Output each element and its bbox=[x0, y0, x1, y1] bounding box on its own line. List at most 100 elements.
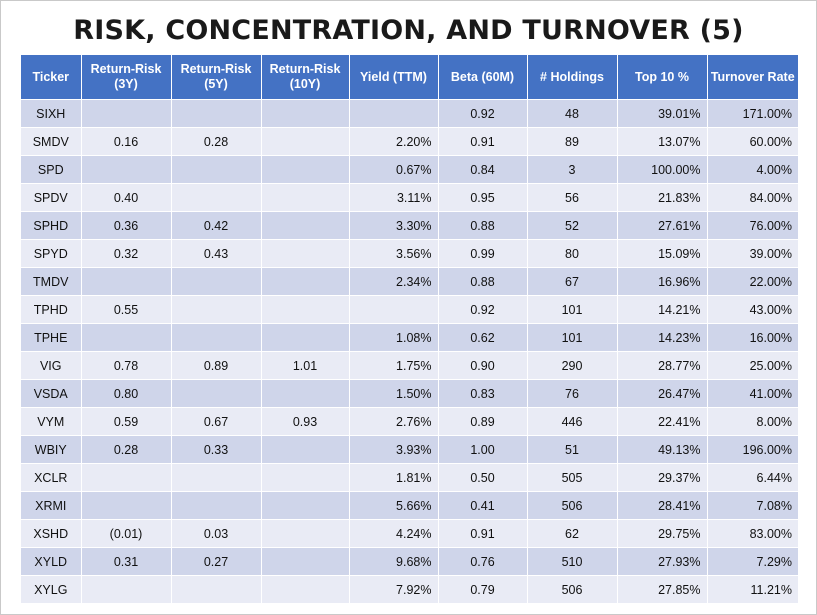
cell-turnover: 196.00% bbox=[707, 435, 798, 464]
cell-ticker: SPHD bbox=[21, 211, 82, 240]
cell-top10: 39.01% bbox=[617, 99, 708, 128]
cell-top10: 26.47% bbox=[617, 379, 708, 408]
header-holdings-label: # Holdings bbox=[540, 69, 604, 84]
cell-top10: 16.96% bbox=[617, 267, 708, 296]
cell-top10: 22.41% bbox=[617, 407, 708, 436]
cell-turnover: 6.44% bbox=[707, 463, 798, 492]
cell-top10: 15.09% bbox=[617, 239, 708, 268]
cell-yield: 1.75% bbox=[349, 351, 439, 380]
header-rr3-line2: (3Y) bbox=[114, 77, 138, 91]
cell-beta: 0.92 bbox=[438, 99, 528, 128]
table-row: WBIY 0.28 0.33 3.93% 1.00 51 49.13% 196.00% bbox=[21, 435, 798, 464]
cell-holdings: 446 bbox=[527, 407, 618, 436]
cell-ticker: TPHE bbox=[21, 323, 82, 352]
cell-yield bbox=[349, 295, 439, 324]
cell-beta: 0.41 bbox=[438, 491, 528, 520]
header-row: Ticker Return-Risk (3Y) Return-Risk (5Y)… bbox=[21, 55, 798, 100]
cell-return-risk-3y bbox=[81, 491, 172, 520]
cell-return-risk-3y bbox=[81, 575, 172, 603]
cell-turnover: 171.00% bbox=[707, 99, 798, 128]
cell-beta: 0.88 bbox=[438, 267, 528, 296]
cell-holdings: 506 bbox=[527, 491, 618, 520]
cell-return-risk-5y bbox=[171, 183, 262, 212]
cell-return-risk-3y: 0.40 bbox=[81, 183, 172, 212]
cell-beta: 0.88 bbox=[438, 211, 528, 240]
cell-return-risk-10y bbox=[261, 547, 350, 576]
header-ticker-label: Ticker bbox=[32, 69, 70, 84]
table-row: VYM 0.59 0.67 0.93 2.76% 0.89 446 22.41% 8.00% bbox=[21, 407, 798, 436]
cell-return-risk-3y: 0.16 bbox=[81, 127, 172, 156]
header-holdings: # Holdings bbox=[527, 55, 618, 100]
header-turnover-label: Turnover Rate bbox=[710, 69, 795, 84]
cell-yield: 3.11% bbox=[349, 183, 439, 212]
cell-return-risk-3y: 0.78 bbox=[81, 351, 172, 380]
cell-return-risk-5y bbox=[171, 267, 262, 296]
cell-beta: 0.91 bbox=[438, 127, 528, 156]
cell-turnover: 7.29% bbox=[707, 547, 798, 576]
cell-turnover: 11.21% bbox=[707, 575, 798, 603]
cell-return-risk-10y bbox=[261, 239, 350, 268]
header-rr10-line2: (10Y) bbox=[289, 77, 321, 91]
table-row: XCLR 1.81% 0.50 505 29.37% 6.44% bbox=[21, 463, 798, 492]
header-return-risk-3y: Return-Risk (3Y) bbox=[81, 55, 172, 100]
table-row: SPHD 0.36 0.42 3.30% 0.88 52 27.61% 76.00% bbox=[21, 211, 798, 240]
table-row: TPHD 0.55 0.92 101 14.21% 43.00% bbox=[21, 295, 798, 324]
cell-ticker: VIG bbox=[21, 351, 82, 380]
cell-return-risk-3y: 0.28 bbox=[81, 435, 172, 464]
cell-holdings: 506 bbox=[527, 575, 618, 603]
cell-return-risk-5y: 0.42 bbox=[171, 211, 262, 240]
cell-turnover: 60.00% bbox=[707, 127, 798, 156]
cell-beta: 0.84 bbox=[438, 155, 528, 184]
cell-return-risk-5y bbox=[171, 295, 262, 324]
cell-turnover: 22.00% bbox=[707, 267, 798, 296]
cell-return-risk-5y: 0.43 bbox=[171, 239, 262, 268]
cell-beta: 0.92 bbox=[438, 295, 528, 324]
table-row: VSDA 0.80 1.50% 0.83 76 26.47% 41.00% bbox=[21, 379, 798, 408]
cell-ticker: XCLR bbox=[21, 463, 82, 492]
cell-return-risk-5y bbox=[171, 463, 262, 492]
cell-return-risk-10y bbox=[261, 127, 350, 156]
cell-beta: 1.00 bbox=[438, 435, 528, 464]
table-row: SPYD 0.32 0.43 3.56% 0.99 80 15.09% 39.00% bbox=[21, 239, 798, 268]
cell-holdings: 67 bbox=[527, 267, 618, 296]
table-row: SPDV 0.40 3.11% 0.95 56 21.83% 84.00% bbox=[21, 183, 798, 212]
cell-holdings: 89 bbox=[527, 127, 618, 156]
cell-holdings: 101 bbox=[527, 295, 618, 324]
cell-return-risk-5y: 0.27 bbox=[171, 547, 262, 576]
cell-beta: 0.83 bbox=[438, 379, 528, 408]
cell-beta: 0.95 bbox=[438, 183, 528, 212]
cell-top10: 14.23% bbox=[617, 323, 708, 352]
cell-return-risk-3y: 0.80 bbox=[81, 379, 172, 408]
cell-turnover: 41.00% bbox=[707, 379, 798, 408]
cell-return-risk-3y bbox=[81, 463, 172, 492]
cell-top10: 28.77% bbox=[617, 351, 708, 380]
cell-return-risk-5y: 0.89 bbox=[171, 351, 262, 380]
cell-return-risk-10y bbox=[261, 519, 350, 548]
cell-top10: 29.37% bbox=[617, 463, 708, 492]
cell-top10: 29.75% bbox=[617, 519, 708, 548]
cell-top10: 27.85% bbox=[617, 575, 708, 603]
cell-return-risk-5y bbox=[171, 379, 262, 408]
header-rr10-line1: Return-Risk bbox=[269, 62, 341, 76]
cell-return-risk-3y: 0.32 bbox=[81, 239, 172, 268]
cell-beta: 0.79 bbox=[438, 575, 528, 603]
cell-return-risk-10y bbox=[261, 267, 350, 296]
header-rr5-line2: (5Y) bbox=[204, 77, 228, 91]
cell-yield: 0.67% bbox=[349, 155, 439, 184]
cell-return-risk-5y bbox=[171, 155, 262, 184]
cell-top10: 49.13% bbox=[617, 435, 708, 464]
cell-return-risk-10y bbox=[261, 463, 350, 492]
cell-ticker: XRMI bbox=[21, 491, 82, 520]
cell-holdings: 80 bbox=[527, 239, 618, 268]
cell-return-risk-3y bbox=[81, 267, 172, 296]
cell-ticker: WBIY bbox=[21, 435, 82, 464]
cell-yield: 7.92% bbox=[349, 575, 439, 603]
cell-return-risk-10y bbox=[261, 211, 350, 240]
cell-yield bbox=[349, 99, 439, 128]
cell-yield: 2.20% bbox=[349, 127, 439, 156]
header-beta-label: Beta (60M) bbox=[450, 69, 515, 84]
cell-holdings: 52 bbox=[527, 211, 618, 240]
cell-holdings: 76 bbox=[527, 379, 618, 408]
cell-yield: 2.76% bbox=[349, 407, 439, 436]
cell-ticker: XYLD bbox=[21, 547, 82, 576]
